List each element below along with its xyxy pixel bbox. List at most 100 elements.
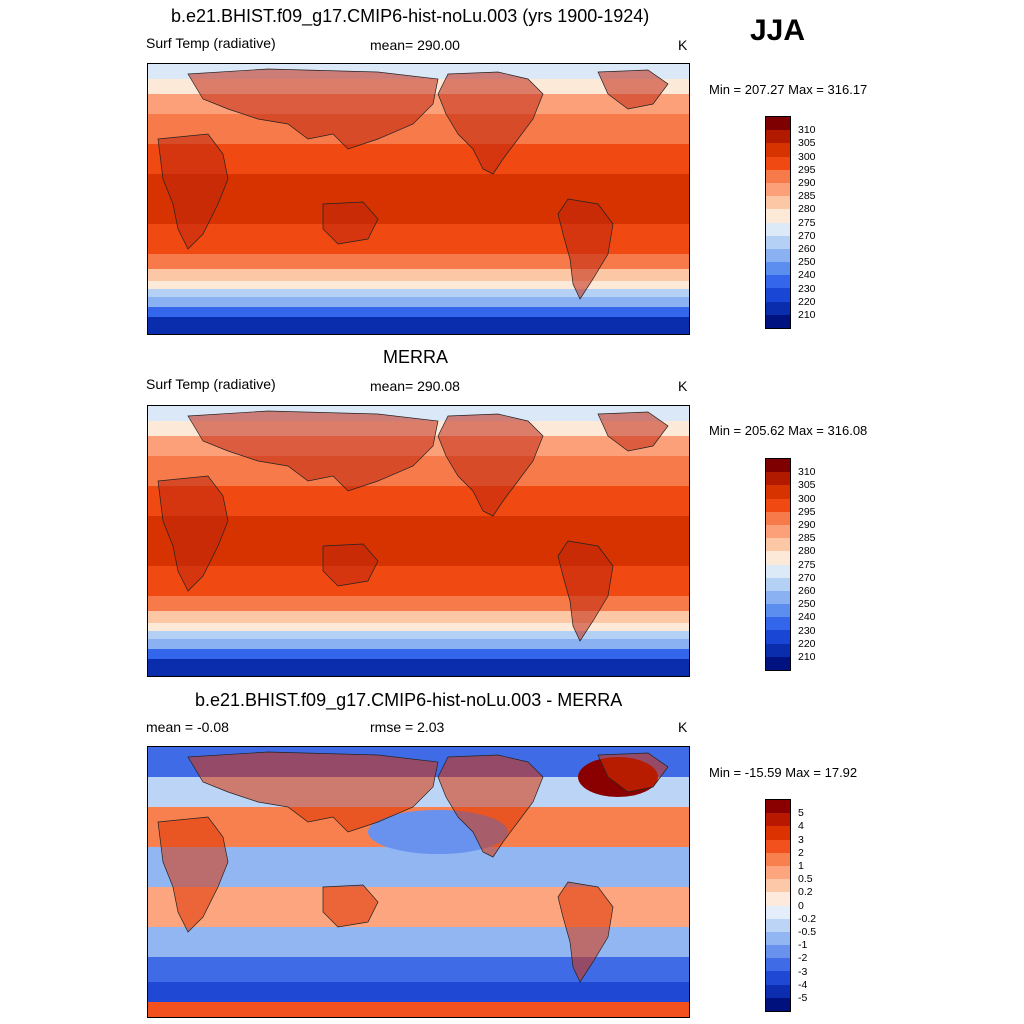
colorbar-tick-label: 0 [798,899,804,912]
colorbar-tick-label: 270 [798,229,816,242]
colorbar-segment [766,984,790,998]
colorbar-segment [766,852,790,866]
season-label: JJA [750,14,806,47]
colorbar-segment [766,222,790,236]
colorbar-segment [766,459,790,473]
colorbar-tick-label: 300 [798,150,816,163]
colorbar-segment [766,472,790,486]
colorbar-tick-label: 2 [798,846,804,859]
colorbar-segment [766,248,790,263]
colorbar-segment [766,604,790,618]
colorbar-tick-label: 4 [798,820,804,833]
colorbar-tick-label: 250 [798,598,816,611]
colorbar-tick-label: -3 [798,965,808,978]
colorbar-segment [766,958,790,972]
colorbar-segment [766,498,790,512]
colorbar-segment [766,577,790,591]
panel2-title: MERRA [383,347,449,367]
colorbar-segment [766,209,790,223]
colorbar-tick-label: 0.2 [798,886,813,899]
colorbar-segment [766,169,790,183]
colorbar-tick-label: 210 [798,651,816,663]
colorbar-segment [766,511,790,525]
colorbar-tick-label: 240 [798,611,816,624]
colorbar-segment [766,551,790,565]
colorbar-tick-label: 1 [798,860,804,872]
panel3-map [147,746,690,1018]
colorbar-tick-label: -0.5 [798,926,817,938]
colorbar-tick-label: -4 [798,978,808,991]
colorbar-tick-label: 275 [798,558,816,571]
colorbar-tick-label: 260 [798,585,816,597]
colorbar-segment [766,301,790,315]
panel1-minmax: Min = 207.27 Max = 316.17 [709,82,868,97]
panel3-colorbar [765,799,791,1012]
colorbar-tick-label: 295 [798,163,816,176]
colorbar-segment [766,143,790,157]
colorbar-tick-label: 275 [798,216,816,229]
colorbar-tick-label: 0.5 [798,873,813,886]
colorbar-tick-label: 230 [798,624,816,637]
panel2-colorbar [765,458,791,671]
colorbar-segment [766,839,790,853]
colorbar-segment [766,656,790,670]
panel1-title: b.e21.BHIST.f09_g17.CMIP6-hist-noLu.003 … [171,6,650,26]
colorbar-tick-label: 3 [798,833,804,846]
colorbar-tick-label: 210 [798,309,816,321]
colorbar-segment [766,590,790,605]
panel3-units-label: K [678,719,688,735]
colorbar-segment [766,945,790,959]
colorbar-segment [766,892,790,906]
colorbar-tick-label: -1 [798,939,808,952]
colorbar-tick-label: 300 [798,492,816,505]
panel3-title: b.e21.BHIST.f09_g17.CMIP6-hist-noLu.003 … [195,690,623,710]
colorbar-tick-label: 295 [798,505,816,518]
colorbar-tick-label: 305 [798,479,816,492]
colorbar-segment [766,813,790,827]
colorbar-segment [766,879,790,893]
colorbar-segment [766,117,790,131]
colorbar-tick-label: 270 [798,571,816,584]
panel1-colorbar [765,116,791,329]
panel3-mean-label: mean = -0.08 [146,719,229,735]
colorbar-segment [766,617,790,631]
panel2-minmax: Min = 205.62 Max = 316.08 [709,423,868,438]
panel2-variable-label: Surf Temp (radiative) [146,376,276,392]
panel1-variable-label: Surf Temp (radiative) [146,35,276,51]
colorbar-segment [766,800,790,814]
colorbar-tick-label: 285 [798,190,816,203]
colorbar-segment [766,865,790,880]
colorbar-tick-label: 260 [798,243,816,255]
colorbar-segment [766,643,790,657]
colorbar-segment [766,275,790,289]
colorbar-tick-label: 290 [798,177,816,189]
colorbar-tick-label: 310 [798,466,816,479]
colorbar-segment [766,538,790,552]
colorbar-segment [766,630,790,644]
colorbar-segment [766,130,790,144]
colorbar-segment [766,905,790,919]
colorbar-tick-label: 280 [798,203,816,216]
colorbar-segment [766,971,790,985]
colorbar-segment [766,288,790,302]
colorbar-segment [766,314,790,328]
colorbar-tick-label: 280 [798,545,816,558]
colorbar-tick-label: -2 [798,952,808,965]
panel3-rmse-label: rmse = 2.03 [370,719,445,735]
colorbar-tick-label: 290 [798,519,816,531]
colorbar-tick-label: 240 [798,269,816,282]
colorbar-segment [766,826,790,840]
panel2-units-label: K [678,378,688,394]
colorbar-segment [766,235,790,249]
colorbar-tick-label: -0.2 [798,912,817,925]
panel1-units-label: K [678,37,688,53]
colorbar-segment [766,564,790,578]
colorbar-segment [766,182,790,197]
panel1-mean-label: mean= 290.00 [370,37,460,53]
colorbar-segment [766,156,790,170]
colorbar-tick-label: 310 [798,124,816,137]
colorbar-segment [766,485,790,499]
colorbar-tick-label: 305 [798,137,816,150]
panel1-map [147,63,690,335]
panel3-minmax: Min = -15.59 Max = 17.92 [709,765,858,780]
